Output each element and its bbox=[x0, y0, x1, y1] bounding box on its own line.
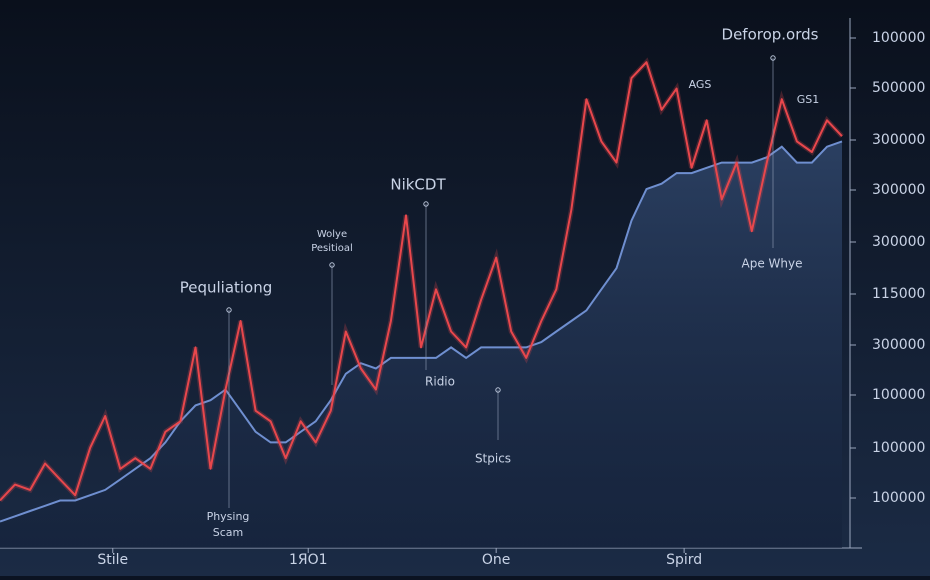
area bbox=[0, 141, 842, 548]
annotation: Ridio bbox=[425, 375, 455, 389]
annotation-dot bbox=[495, 387, 501, 393]
annotation: GS1 bbox=[797, 93, 820, 106]
annotation: Pesitioal bbox=[311, 243, 353, 254]
annotation: AGS bbox=[689, 78, 712, 91]
plot bbox=[0, 57, 844, 548]
annotation-dot bbox=[329, 262, 335, 268]
annotation: Scam bbox=[213, 526, 244, 539]
annotation: Wolye bbox=[317, 229, 347, 240]
annotation: Pequliationg bbox=[180, 279, 273, 297]
annotation: Physing bbox=[207, 510, 250, 523]
y-axis-label: 500000 bbox=[872, 80, 925, 96]
annotation-dot bbox=[770, 55, 776, 61]
annotation-dot bbox=[423, 201, 429, 207]
y-axis-label: 100000 bbox=[872, 30, 925, 46]
y-axis-label: 300000 bbox=[872, 234, 925, 250]
y-axis-label: 300000 bbox=[872, 132, 925, 148]
y-axis-label: 300000 bbox=[872, 182, 925, 198]
annotation: Ape Whye bbox=[742, 257, 803, 271]
x-tick-label: One bbox=[482, 552, 511, 568]
annotation: Stpics bbox=[475, 452, 511, 466]
x-tick-label: 1ЯО1 bbox=[289, 552, 328, 568]
annotation-dot bbox=[226, 307, 232, 313]
y-axis-label: 100000 bbox=[872, 440, 925, 456]
annotation: NikCDT bbox=[390, 176, 446, 194]
y-axis-label: 100000 bbox=[872, 387, 925, 403]
line bbox=[0, 140, 843, 523]
y-axis-label: 100000 bbox=[872, 490, 925, 506]
x-tick-label: Spird bbox=[666, 552, 702, 568]
y-axis-label: 115000 bbox=[872, 286, 925, 302]
x-tick-label: Stile bbox=[97, 552, 128, 568]
y-axis-label: 300000 bbox=[872, 337, 925, 353]
annotation: Deforop.ords bbox=[722, 26, 819, 44]
line bbox=[0, 61, 843, 502]
